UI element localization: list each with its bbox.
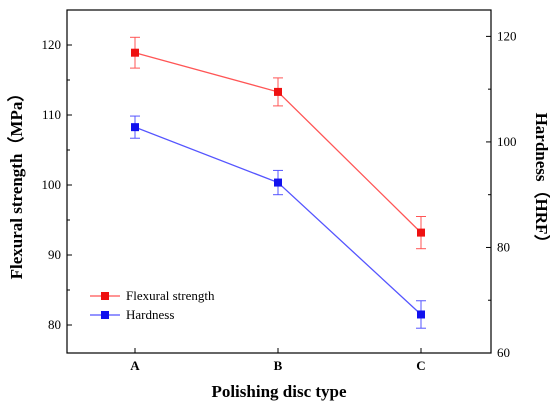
left-y-tick-label: 80 — [48, 317, 61, 332]
data-point — [131, 123, 139, 132]
legend-marker — [101, 292, 109, 300]
x-tick-label: B — [274, 358, 283, 373]
left-y-tick-label: 90 — [48, 247, 61, 262]
right-y-tick-label: 80 — [497, 239, 510, 254]
series-layer — [130, 36, 426, 329]
data-point — [131, 48, 139, 57]
tick-layer: 80 90 100 110 120 60 80 100 120 A B C — [42, 9, 517, 373]
right-y-axis-title: Hardness（HRF） — [532, 113, 550, 252]
legend-label: Hardness — [126, 307, 174, 322]
x-axis-title: Polishing disc type — [211, 382, 347, 401]
left-y-tick-label: 120 — [42, 37, 62, 52]
data-point — [274, 87, 282, 96]
plot-frame — [66, 9, 492, 354]
series-line — [134, 126, 422, 315]
left-y-tick-label: 100 — [42, 177, 62, 192]
legend-marker — [101, 311, 109, 319]
legend: Flexural strength Hardness — [90, 288, 215, 322]
left-y-tick-label: 110 — [42, 107, 61, 122]
legend-label: Flexural strength — [126, 288, 215, 303]
right-y-tick-label: 100 — [497, 134, 517, 149]
data-point — [417, 310, 425, 319]
right-y-tick-label: 120 — [497, 28, 517, 43]
right-y-tick-label: 60 — [497, 345, 510, 360]
data-point — [417, 228, 425, 237]
data-point — [274, 178, 282, 187]
left-y-axis-title: Flexural strength（MPa） — [6, 85, 26, 280]
x-tick-label: C — [416, 358, 425, 373]
x-tick-label: A — [130, 358, 140, 373]
